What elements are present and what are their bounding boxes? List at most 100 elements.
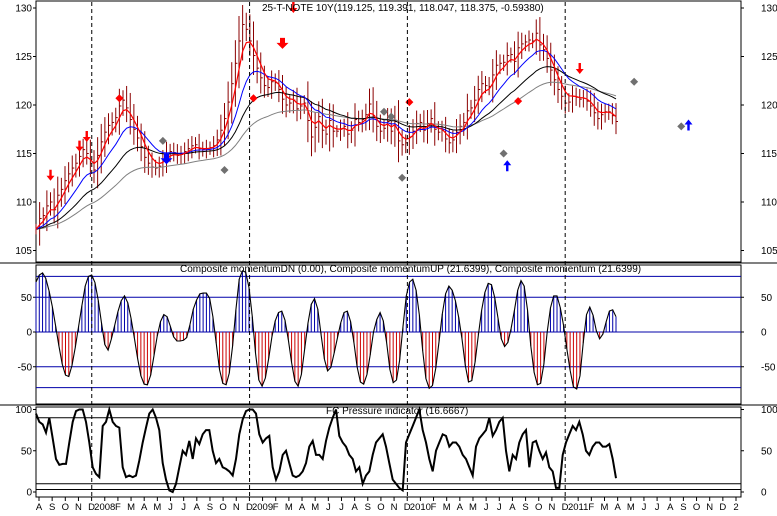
red-arrow-down-signal (82, 130, 91, 142)
time-tick-label: S (680, 502, 686, 511)
pressure-tick-label-left: 50 (21, 446, 33, 457)
time-tick-label: N (75, 502, 82, 511)
price-tick-label-right: 110 (761, 198, 777, 209)
time-tick-label: A (299, 502, 306, 511)
gray-diamond-signal (630, 77, 639, 86)
red-bold-arrow-signal (276, 37, 289, 49)
time-tick-label: J (339, 502, 344, 511)
time-tick-label: M (601, 502, 609, 511)
red-arrow-down-signal (575, 63, 584, 75)
time-tick-label: J (642, 502, 647, 511)
price-tick-label-left: 115 (16, 149, 32, 160)
time-tick-label: O (693, 502, 700, 511)
time-tick-label: 2009 (252, 502, 273, 511)
time-axis: A S O N D 2008 F M A M J J A S O N D 2009 F M A M J J A S O N D 2010 F… (36, 2, 739, 513)
price-tick-label-left: 105 (15, 246, 32, 257)
time-tick-label: D (719, 502, 726, 511)
momentum-tick-label-left: 0 (26, 328, 32, 339)
pressure-tick-label-left: 100 (15, 405, 32, 416)
time-tick-label: 2011 (568, 502, 588, 511)
time-tick-label: D (562, 502, 569, 511)
time-tick-label: N (706, 502, 713, 511)
time-tick-label: S (365, 502, 371, 511)
time-tick-label: S (49, 502, 55, 511)
time-tick-label: A (141, 502, 148, 511)
pres-panel-frame (35, 406, 742, 498)
time-tick-label: M (127, 502, 135, 511)
gray-diamond-signal (677, 122, 686, 131)
time-tick-label: A (667, 502, 674, 511)
momentum-tick-label-right: 0 (761, 328, 767, 339)
ma-mid-line (35, 49, 617, 230)
pressure-panel-title: FC Pressure indicator (16.6667) (326, 406, 468, 417)
time-tick-label: M (469, 502, 477, 511)
time-tick-label: N (233, 502, 240, 511)
time-tick-label: M (311, 502, 319, 511)
price-tick-label-left: 125 (15, 52, 32, 63)
time-tick-label: A (194, 502, 201, 511)
time-tick-label: D (404, 502, 411, 511)
price-tick-label-left: 130 (15, 4, 32, 15)
time-tick-label: N (548, 502, 555, 511)
momentum-tick-label-right: 50 (761, 293, 773, 304)
price-tick-label-right: 105 (761, 246, 777, 257)
momentum-tick-label-right: -50 (761, 362, 776, 373)
ma-slow-line (35, 66, 617, 230)
time-tick-label: J (168, 502, 173, 511)
pressure-tick-label-left: 0 (26, 488, 32, 499)
pressure-tick-label-right: 50 (761, 446, 773, 457)
gray-diamond-signal (220, 165, 229, 174)
blue-bold-arrow-signal (160, 153, 173, 165)
price-tick-label-right: 130 (761, 4, 777, 15)
price-tick-label-left: 120 (15, 101, 32, 112)
price-tick-label-left: 110 (16, 198, 32, 209)
time-tick-label: O (219, 502, 226, 511)
time-tick-label: M (153, 502, 161, 511)
gray-diamond-signal (398, 173, 407, 182)
time-tick-label: J (326, 502, 331, 511)
time-tick-label: S (522, 502, 528, 511)
time-tick-label: J (655, 502, 660, 511)
time-tick-label: D (246, 502, 253, 511)
time-tick-label: N (391, 502, 398, 511)
ma-fast-line (35, 38, 617, 230)
gray-diamond-signal (499, 149, 508, 158)
time-tick-label: M (627, 502, 635, 511)
time-tick-label: M (285, 502, 293, 511)
time-tick-label: J (497, 502, 502, 511)
momentum-panel-title: Composite momentumDN (0.00), Composite m… (180, 264, 641, 275)
time-tick-label: A (457, 502, 464, 511)
time-tick-label: 2010 (410, 502, 431, 511)
time-tick-label: J (484, 502, 489, 511)
price-tick-label-right: 120 (761, 101, 777, 112)
time-tick-label: O (535, 502, 542, 511)
time-tick-label: S (207, 502, 213, 511)
time-tick-label: 2008 (94, 502, 115, 511)
price-panel: 130 130 125 125 120 120 115 115 110 110 105 105 (15, 0, 777, 263)
blue-arrow-up-signal (684, 119, 693, 131)
momentum-line (35, 270, 617, 390)
pressure-indicator-line (35, 405, 617, 494)
price-panel-frame (35, 0, 742, 263)
time-tick-label: A (614, 502, 621, 511)
momentum-tick-label-left: 50 (21, 293, 33, 304)
time-tick-label: 2 (733, 502, 738, 511)
pressure-tick-label-right: 100 (761, 405, 777, 416)
gray-diamond-signal (380, 107, 388, 116)
red-arrow-down-signal (289, 1, 298, 13)
time-tick-label: A (509, 502, 516, 511)
price-tick-label-right: 125 (761, 52, 777, 63)
blue-arrow-up-signal (503, 160, 512, 172)
time-tick-label: A (351, 502, 358, 511)
red-arrow-down-signal (75, 140, 84, 152)
time-tick-label: F (588, 502, 594, 511)
price-panel-title: 25-T-NOTE 10Y(119.125, 119.391, 118.047,… (262, 3, 544, 14)
momentum-panel: 50 50 0 0 -50 -50 (0, 262, 777, 405)
price-tick-label-right: 115 (761, 149, 777, 160)
time-tick-label: F (273, 502, 279, 511)
time-tick-label: D (88, 502, 95, 511)
red-arrow-down-signal (46, 169, 55, 181)
